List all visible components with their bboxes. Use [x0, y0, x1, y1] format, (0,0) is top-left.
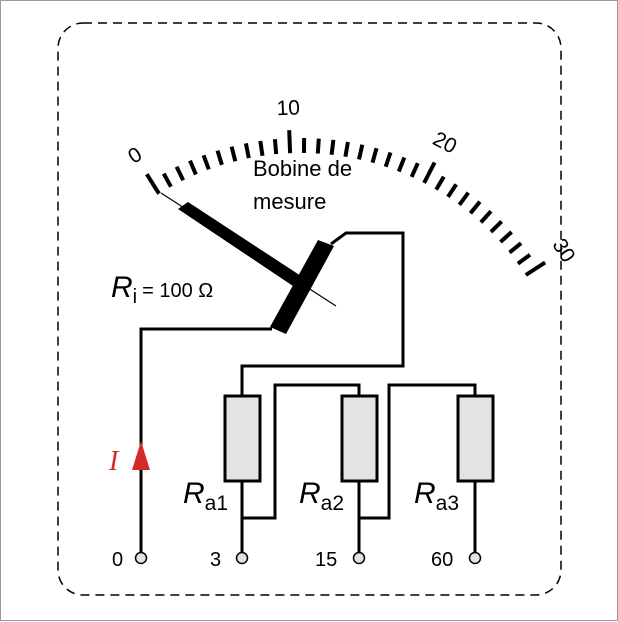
scale-minor-tick — [373, 148, 377, 163]
scale-major-tick — [424, 163, 435, 183]
scale-ticks — [147, 130, 545, 275]
scale-minor-tick — [345, 142, 348, 157]
ri-symbol: R — [111, 271, 133, 304]
resistor-ra1 — [225, 396, 260, 481]
scale-minor-tick — [318, 139, 319, 154]
coil-label-line1: Bobine de — [253, 156, 352, 181]
terminal-0-label: 0 — [112, 549, 123, 571]
scale-minor-tick — [246, 143, 249, 158]
scale-minor-tick — [386, 153, 391, 167]
coil-label-line2: mesure — [253, 189, 326, 214]
scale-major-tick — [289, 130, 290, 153]
scale-minor-tick — [204, 155, 209, 169]
scale-minor-tick — [510, 243, 522, 252]
terminal-3[interactable]: 3 — [210, 549, 248, 571]
ra1-label: Ra1 — [183, 477, 228, 515]
terminal-15[interactable]: 15 — [315, 549, 365, 571]
scale-minor-tick — [275, 139, 276, 154]
scale-label-10: 10 — [276, 96, 300, 120]
scale-major-tick — [147, 174, 159, 194]
scale-minor-tick — [164, 174, 171, 187]
scale-major-tick — [526, 263, 545, 276]
resistor-ra3 — [458, 396, 493, 481]
measuring-coil — [270, 240, 334, 334]
terminal-60[interactable]: 60 — [431, 549, 481, 571]
terminal-60-label: 60 — [431, 549, 453, 571]
scale-minor-tick — [518, 255, 530, 264]
scale-minor-tick — [412, 163, 418, 177]
scale-minor-tick — [491, 221, 502, 232]
scale-minor-tick — [332, 140, 334, 155]
ri-value: = 100 Ω — [142, 280, 213, 302]
scale-labels: 0 10 20 30 — [124, 96, 579, 266]
scale-minor-tick — [260, 141, 262, 156]
scale-minor-tick — [232, 147, 236, 162]
scale-minor-tick — [481, 211, 491, 222]
scale-label-30: 30 — [547, 235, 579, 267]
scale-minor-tick — [190, 161, 196, 175]
resistor-ra2 — [342, 396, 377, 481]
ra2-label: Ra2 — [299, 477, 344, 515]
terminal-0[interactable]: 0 — [112, 549, 147, 571]
scale-minor-tick — [177, 167, 184, 181]
scale-minor-tick — [436, 177, 444, 190]
ra3-label: Ra3 — [414, 477, 459, 515]
scale-minor-tick — [501, 232, 512, 242]
scale-minor-tick — [218, 151, 222, 165]
current-symbol: I — [108, 446, 120, 477]
scale-minor-tick — [459, 193, 468, 205]
scale-label-0: 0 — [124, 143, 146, 169]
ri-subscript: i — [133, 286, 137, 308]
current-arrow — [132, 441, 150, 470]
ri-label: Ri= 100 Ω — [111, 271, 213, 308]
scale-label-20: 20 — [429, 127, 460, 158]
terminal-3-label: 3 — [210, 549, 221, 571]
terminal-15-label: 15 — [315, 549, 337, 571]
scale-minor-tick — [359, 145, 362, 160]
scale-minor-tick — [470, 202, 480, 214]
scale-minor-tick — [448, 184, 456, 197]
scale-minor-tick — [399, 158, 405, 172]
